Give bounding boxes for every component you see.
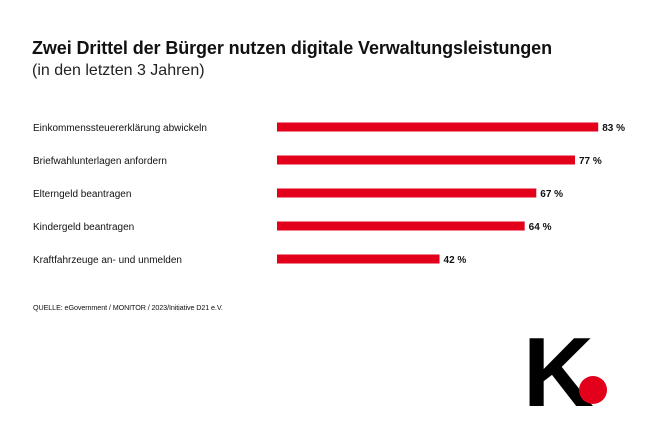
chart-title: Zwei Drittel der Bürger nutzen digitale … <box>32 38 552 58</box>
bar <box>277 122 599 132</box>
value-label: 64 % <box>529 222 552 233</box>
logo-dot <box>579 376 607 404</box>
source-note: QUELLE: eGovernment / MONITOR / 2023/Ini… <box>33 303 223 312</box>
category-label: Kindergeld beantragen <box>33 222 134 233</box>
value-label: 67 % <box>540 189 563 200</box>
chart-subtitle: (in den letzten 3 Jahren) <box>32 62 205 79</box>
category-label: Elterngeld beantragen <box>33 189 131 200</box>
brand-logo: K <box>527 330 607 410</box>
value-label: 83 % <box>602 123 625 134</box>
bar <box>277 254 440 264</box>
category-label: Briefwahlunterlagen anfordern <box>33 156 167 167</box>
category-label: Einkommenssteuererklärung abwickeln <box>33 123 207 134</box>
bar <box>277 155 575 165</box>
bar <box>277 221 525 231</box>
bar <box>277 188 537 198</box>
value-label: 77 % <box>579 156 602 167</box>
value-label: 42 % <box>444 255 467 266</box>
category-label: Kraftfahrzeuge an- und unmelden <box>33 255 182 266</box>
